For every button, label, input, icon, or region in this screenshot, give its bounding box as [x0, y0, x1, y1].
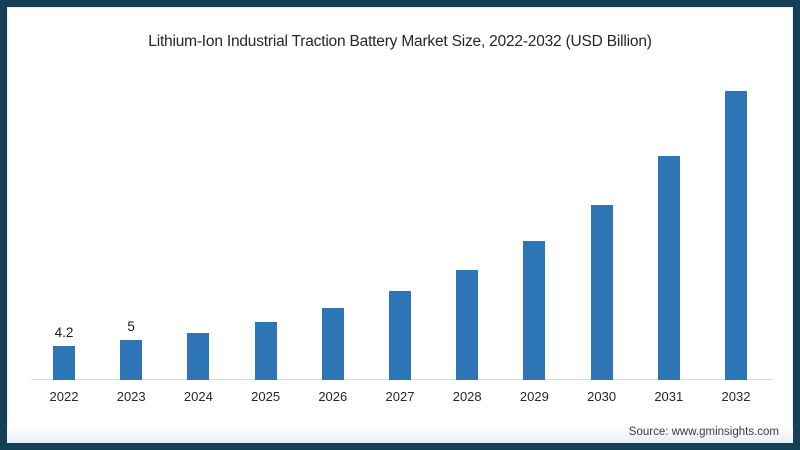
bar-2032	[725, 91, 747, 380]
x-tick-label-2031: 2031	[654, 389, 684, 404]
bar-2026	[321, 308, 344, 380]
bar-2030	[590, 205, 613, 380]
x-tick-label-2028: 2028	[452, 389, 482, 404]
bar-2031	[657, 156, 680, 380]
x-tick-label-2024: 2024	[183, 389, 213, 404]
bar-2025	[254, 322, 277, 380]
bar-2029	[523, 241, 546, 380]
bar-2022	[53, 346, 75, 380]
x-tick-label-2025: 2025	[251, 389, 281, 404]
plot-area: 4.2 2022 5 2023 2024 2025 2026 2027 2028 2029 2030…	[7, 7, 793, 443]
footer-band	[7, 428, 793, 443]
x-tick-label-2023: 2023	[116, 389, 146, 404]
bar-2027	[389, 291, 411, 380]
source-credit: Source: www.gminsights.com	[628, 426, 779, 438]
x-tick-label-2029: 2029	[519, 389, 549, 404]
x-tick-label-2026: 2026	[318, 389, 348, 404]
chart-title: Lithium-Ion Industrial Traction Battery …	[148, 33, 652, 50]
bar-value-label-2023: 5	[127, 319, 135, 334]
x-tick-label-2022: 2022	[49, 389, 79, 404]
x-tick-label-2027: 2027	[385, 389, 415, 404]
x-tick-label-2030: 2030	[587, 389, 617, 404]
bar-value-label-2022: 4.2	[54, 325, 74, 340]
bar-2023	[120, 340, 143, 380]
bar-2024	[187, 333, 210, 380]
x-tick-label-2032: 2032	[721, 389, 751, 404]
bar-2028	[456, 270, 479, 380]
